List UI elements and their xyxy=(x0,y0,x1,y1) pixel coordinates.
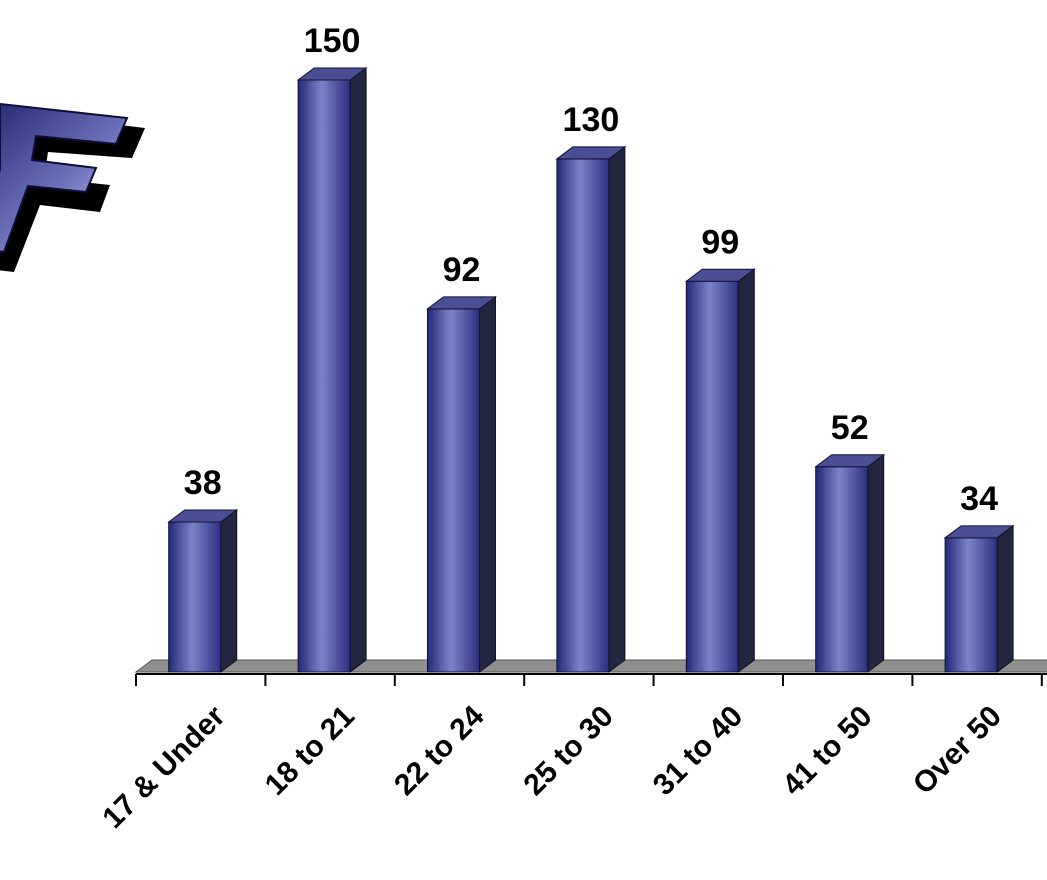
bar xyxy=(685,280,739,673)
bar-top xyxy=(296,67,368,81)
x-tick-label: Over 50 xyxy=(907,700,1008,801)
bar-top xyxy=(555,146,627,160)
bar-side xyxy=(220,509,238,673)
bars xyxy=(167,67,1015,673)
x-tick-label: 41 to 50 xyxy=(776,700,878,802)
logo-letter xyxy=(0,102,129,254)
bar-top xyxy=(684,268,756,282)
bar-side xyxy=(608,145,626,673)
x-tick-label: 31 to 40 xyxy=(647,700,749,802)
bar-side xyxy=(479,295,496,673)
x-tick-label: 17 & Under xyxy=(96,699,232,835)
data-label: 130 xyxy=(563,101,620,139)
logo-text: F xyxy=(0,0,1,1)
x-tick-label: 18 to 21 xyxy=(259,700,361,802)
bar xyxy=(815,466,869,673)
bar xyxy=(944,537,998,673)
data-label: 38 xyxy=(184,464,222,502)
bar-top xyxy=(943,525,1015,539)
bar-top xyxy=(426,296,497,310)
bar xyxy=(297,79,351,673)
data-label: 150 xyxy=(304,22,361,60)
x-tick-label: 22 to 24 xyxy=(388,699,491,802)
logo-shadow xyxy=(0,112,145,272)
data-label: 92 xyxy=(443,251,481,289)
data-label: 99 xyxy=(701,223,739,261)
data-labels: 38 150 92 130 99 52 34 xyxy=(184,22,998,518)
bar-top xyxy=(167,509,239,523)
x-tick-label: 25 to 30 xyxy=(518,700,620,802)
x-axis xyxy=(135,673,1047,686)
bar xyxy=(427,308,480,673)
bar-side xyxy=(737,268,755,673)
bar-side xyxy=(349,67,367,673)
bar-side xyxy=(996,524,1014,673)
bar-side xyxy=(867,453,885,673)
x-tick-labels: 17 & Under 18 to 21 22 to 24 25 to 30 31 to … xyxy=(96,699,1008,835)
data-label: 52 xyxy=(831,409,869,447)
bar xyxy=(556,158,610,673)
bar-top xyxy=(814,454,886,468)
bar xyxy=(168,521,222,673)
data-label: 34 xyxy=(960,480,998,518)
logo-f: F xyxy=(0,0,145,272)
